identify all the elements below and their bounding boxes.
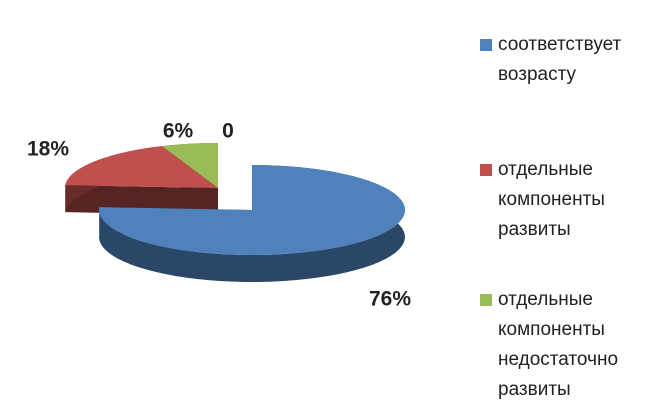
- legend-label: отдельные компоненты недостаточно развит…: [498, 289, 619, 400]
- data-label: 18%: [27, 138, 69, 161]
- slice-top: [99, 165, 405, 255]
- data-label: 0: [222, 120, 234, 143]
- legend-label: соответствует возрасту: [498, 34, 622, 85]
- legend-swatch: [480, 164, 492, 176]
- legend-label: отдельные компоненты развиты: [498, 159, 605, 240]
- legend-swatch: [480, 39, 492, 51]
- data-label: 76%: [369, 288, 411, 311]
- legend-item: соответствует возрасту: [480, 30, 655, 90]
- slice: [99, 165, 405, 282]
- legend-item: отдельные компоненты недостаточно развит…: [480, 285, 655, 405]
- data-label: 6%: [163, 120, 194, 143]
- legend-swatch: [480, 294, 492, 306]
- slice-top: [161, 143, 218, 188]
- legend-item: отдельные компоненты развиты: [480, 155, 655, 245]
- slice-top: [65, 146, 218, 188]
